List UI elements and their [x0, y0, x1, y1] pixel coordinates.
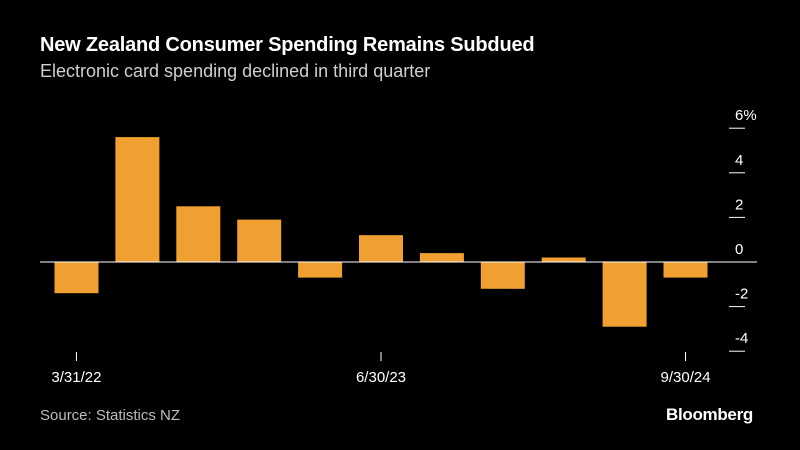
chart-subtitle: Electronic card spending declined in thi… — [40, 61, 431, 81]
source-note: Source: Statistics NZ — [40, 407, 181, 424]
bar-12/31/23 — [480, 262, 525, 289]
x-tick-label: 6/30/23 — [356, 369, 406, 386]
bar-9/30/24 — [663, 262, 708, 278]
bar-9/30/23 — [419, 253, 464, 262]
y-tick-label: -4 — [735, 330, 748, 347]
x-tick-label: 9/30/24 — [661, 369, 711, 386]
bloomberg-logo: Bloomberg — [665, 405, 753, 424]
bar-6/30/23 — [359, 235, 403, 262]
bar-6/30/22 — [115, 137, 160, 262]
bar-3/31/23 — [298, 262, 343, 278]
bar-9/30/22 — [176, 206, 221, 263]
y-tick-label: 4 — [735, 152, 743, 169]
y-tick-label: 0 — [735, 241, 743, 258]
bar-6/30/24 — [602, 262, 647, 327]
x-tick-label: 3/31/22 — [51, 369, 101, 386]
y-tick-label: 6% — [735, 107, 757, 124]
bar-3/31/22 — [54, 262, 99, 294]
bar-3/31/24 — [541, 257, 586, 262]
chart-title: New Zealand Consumer Spending Remains Su… — [40, 34, 535, 56]
y-tick-label: -2 — [735, 286, 748, 303]
bar-12/31/22 — [237, 219, 282, 262]
y-tick-label: 2 — [735, 196, 743, 213]
